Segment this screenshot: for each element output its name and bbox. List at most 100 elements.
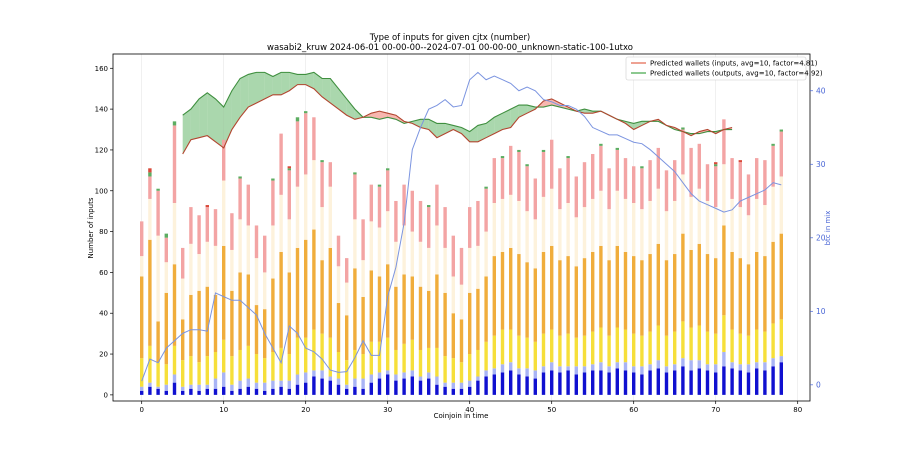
bar-orange <box>172 264 177 346</box>
bar-blue <box>558 372 562 395</box>
bar-orange <box>295 247 300 338</box>
bar-cream <box>394 241 398 287</box>
bar-cream <box>722 164 726 226</box>
bar-blue <box>443 386 447 395</box>
bar-pink <box>714 166 718 208</box>
bar-blue <box>509 370 513 395</box>
bar-yellow <box>443 356 447 383</box>
bar-pink <box>623 158 628 199</box>
bar-pink <box>222 139 226 181</box>
bar-lightblue <box>394 374 398 381</box>
bar-pink <box>640 168 644 210</box>
bar-lightblue <box>779 356 783 363</box>
bar-blue <box>722 366 726 395</box>
bar-orange <box>402 274 406 344</box>
bar-yellow <box>230 356 234 385</box>
bar-yellow <box>254 354 259 383</box>
bar-orange <box>541 251 546 334</box>
bar-yellow <box>550 329 554 363</box>
bar-orange <box>599 245 603 328</box>
bar-cream <box>509 194 513 248</box>
bar-orange <box>730 251 734 330</box>
bar-orange <box>468 292 472 355</box>
bar-cream <box>443 247 447 293</box>
bar-orange <box>140 276 144 359</box>
wallet-fill <box>305 72 314 89</box>
x-axis-label: Coinjoin in time <box>434 412 489 420</box>
bar-yellow <box>271 352 275 381</box>
bar-yellow <box>336 352 341 379</box>
bar-cream <box>427 247 431 291</box>
bar-pink <box>689 147 693 197</box>
bar-blue <box>525 376 529 395</box>
bar-lightblue <box>279 380 283 387</box>
bar-orange <box>328 247 332 338</box>
bar-cream <box>673 200 677 255</box>
x-tick-label: 70 <box>711 406 720 414</box>
bar-blue <box>353 386 357 395</box>
bar-red <box>205 205 209 208</box>
bar-cream <box>402 225 406 275</box>
bar-green <box>640 166 644 169</box>
bar-yellow <box>459 362 464 383</box>
bar-blue <box>295 384 300 395</box>
bar-yellow <box>476 349 480 377</box>
bar-yellow <box>632 333 636 367</box>
right-tick-label: 20 <box>816 233 826 242</box>
bar-orange <box>394 286 398 350</box>
bar-yellow <box>386 337 390 371</box>
bar-cream <box>148 198 152 240</box>
bar-yellow <box>574 337 578 367</box>
bar-cream <box>205 241 209 287</box>
bar-orange <box>640 260 644 336</box>
bar-pink <box>451 235 455 277</box>
bar-orange <box>353 268 357 350</box>
bar-pink <box>394 200 398 242</box>
bar-lightblue <box>640 366 644 375</box>
bar-cream <box>213 245 218 295</box>
wallet-fill <box>240 74 249 118</box>
bar-blue <box>140 390 144 395</box>
bar-green <box>148 172 152 177</box>
bar-yellow <box>509 329 513 363</box>
bar-yellow <box>763 331 767 363</box>
bar-lightblue <box>312 370 316 377</box>
bar-blue <box>361 388 365 395</box>
bar-lightblue <box>664 366 669 373</box>
bar-orange <box>369 270 373 342</box>
bar-orange <box>230 290 234 357</box>
bar-yellow <box>730 329 734 363</box>
bar-cream <box>640 209 644 261</box>
x-tick-label: 80 <box>793 406 802 414</box>
bar-lightblue <box>459 382 464 389</box>
bar-cream <box>492 203 496 257</box>
bar-pink <box>746 174 751 216</box>
bar-lightblue <box>730 362 734 369</box>
bar-cream <box>656 188 660 244</box>
x-tick-label: 60 <box>629 406 638 414</box>
bar-green <box>779 129 783 132</box>
bar-pink <box>279 133 283 195</box>
bar-pink <box>328 162 332 187</box>
bar-cream <box>140 256 144 277</box>
bar-blue <box>771 366 775 395</box>
bar-orange <box>418 286 423 350</box>
bar-orange <box>681 233 685 322</box>
bar-pink <box>509 145 513 195</box>
bar-pink <box>369 184 373 222</box>
bar-orange <box>386 264 390 338</box>
right-axis-ticks: 0 10 20 30 40 <box>810 86 826 389</box>
bar-blue <box>336 384 341 395</box>
plot-frame <box>112 53 811 402</box>
bar-green <box>525 164 529 167</box>
bar-cream <box>591 198 595 252</box>
bar-orange <box>566 256 570 334</box>
bar-pink <box>673 160 677 201</box>
legend-entry-inputs: Predicted wallets (inputs, avg=10, facto… <box>650 60 818 68</box>
bar-orange <box>656 243 660 326</box>
bar-blue <box>263 390 267 395</box>
bar-green <box>353 172 357 175</box>
bar-pink <box>681 129 685 175</box>
bar-lightblue <box>525 368 529 377</box>
